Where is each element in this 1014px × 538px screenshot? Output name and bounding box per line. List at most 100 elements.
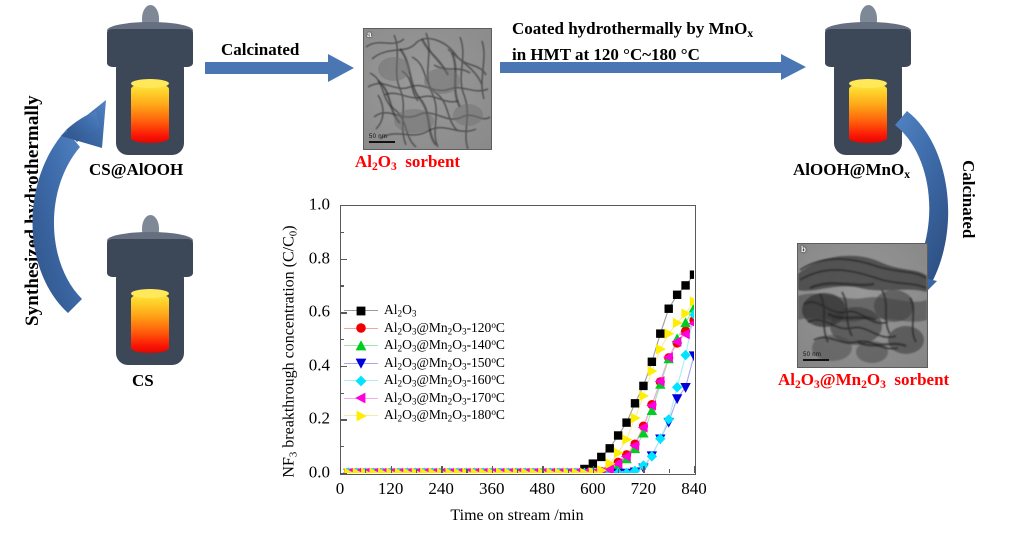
legend-line — [344, 339, 378, 350]
y-tick-label: 0.0 — [308, 462, 330, 482]
vessel-core — [849, 83, 887, 143]
vessel-core — [131, 293, 169, 353]
tem-image-a: a 50 nm — [363, 28, 492, 150]
x-tick — [340, 466, 342, 473]
legend-label: Al2O3 — [384, 302, 417, 320]
y-tick-label: 0.2 — [308, 408, 330, 428]
legend-line — [344, 410, 378, 421]
legend-line — [344, 358, 378, 369]
legend-item[interactable]: Al2O3@Mn2O3-180oC — [344, 407, 505, 425]
x-tick — [491, 466, 494, 473]
y-minor-tick — [340, 231, 344, 233]
legend-marker — [355, 339, 367, 350]
legend-label: Al2O3@Mn2O3-160oC — [384, 372, 505, 390]
vessel-cs-alooh-label: CS@AlOOH — [89, 160, 184, 179]
legend-item[interactable]: Al2O3 — [344, 302, 505, 320]
tem-image-b: b 50 nm — [797, 243, 928, 368]
vessel-cap — [825, 29, 911, 67]
legend-marker — [356, 306, 366, 315]
y-tick-label: 0.8 — [308, 248, 330, 268]
legend-line — [344, 306, 378, 315]
y-minor-tick — [340, 285, 344, 287]
legend-marker — [355, 375, 367, 386]
x-tick-label: 480 — [529, 479, 556, 498]
legend-label: Al2O3@Mn2O3-150oC — [384, 354, 505, 372]
x-tick — [643, 466, 645, 473]
x-tick-label: 0 — [335, 479, 345, 498]
x-minor-tick — [668, 469, 670, 473]
vessel-alooh-mnox — [818, 5, 918, 165]
coated-arrow-label-line2: in HMT at 120 °C~180 °C — [512, 45, 700, 65]
y-minor-tick — [340, 339, 344, 341]
x-minor-tick — [567, 469, 569, 473]
x-minor-tick — [365, 469, 367, 473]
legend-label: Al2O3@Mn2O3-140oC — [384, 337, 505, 355]
x-tick-label: 360 — [478, 479, 505, 498]
legend-marker — [355, 358, 367, 369]
y-minor-tick — [340, 446, 344, 448]
vessel-core-top — [131, 289, 169, 298]
legend-item[interactable]: Al2O3@Mn2O3-170oC — [344, 390, 505, 408]
vessel-core — [131, 83, 169, 143]
legend-item[interactable]: Al2O3@Mn2O3-120oC — [344, 320, 505, 338]
legend-item[interactable]: Al2O3@Mn2O3-140oC — [344, 337, 505, 355]
legend-line — [344, 375, 378, 386]
legend-line — [344, 323, 378, 333]
y-tick — [340, 312, 347, 314]
vessel-cs-alooh — [100, 5, 200, 165]
y-tick-label: 0.6 — [308, 301, 330, 321]
legend-marker — [356, 410, 367, 421]
x-tick-label: 120 — [377, 479, 404, 498]
tem-a-caption: Al2O3 sorbent — [355, 152, 461, 174]
x-tick — [542, 466, 544, 473]
breakthrough-chart: NF3 breakthrough concentration (C/C0) Al… — [272, 192, 712, 538]
y-tick — [340, 419, 347, 421]
x-minor-tick — [415, 469, 418, 473]
y-tick-label: 1.0 — [308, 194, 330, 214]
y-tick — [340, 473, 347, 475]
x-tick-label: 240 — [428, 479, 454, 498]
y-tick-label: 0.4 — [308, 355, 330, 375]
y-tick — [340, 205, 347, 207]
y-tick — [340, 258, 347, 260]
x-tick — [390, 466, 392, 473]
x-tick-label: 720 — [630, 479, 657, 498]
chart-legend: Al2O3 Al2O3@Mn2O3-120oC Al2O3@Mn2O3-140oC A… — [344, 302, 505, 425]
tem-b-caption: Al2O3@Mn2O3 sorbent — [778, 370, 950, 392]
x-tick-label: 600 — [580, 479, 606, 498]
y-axis-title: NF3 breakthrough concentration (C/C0) — [280, 225, 300, 478]
legend-item[interactable]: Al2O3@Mn2O3-160oC — [344, 372, 505, 390]
arrow-head-coated — [781, 54, 806, 80]
y-minor-tick — [340, 392, 344, 394]
vessel-core-top — [131, 79, 169, 88]
tem-b-letter: b — [801, 245, 806, 254]
legend-line — [344, 392, 378, 404]
tem-b-scalebar: 50 nm — [803, 352, 829, 361]
legend-item[interactable]: Al2O3@Mn2O3-150oC — [344, 355, 505, 373]
legend-marker — [356, 323, 366, 333]
x-minor-tick — [618, 469, 620, 473]
vessel-alooh-mnox-label: AlOOH@MnOx — [793, 160, 910, 182]
legend-marker — [355, 392, 366, 404]
legend-label: Al2O3@Mn2O3-170oC — [384, 389, 505, 407]
vessel-cap — [107, 239, 193, 277]
tem-a-scalebar: 50 nm — [369, 134, 395, 143]
vessel-cs-label: CS — [132, 371, 154, 390]
calcinated-arrow-label: Calcinated — [221, 40, 300, 59]
legend-label: Al2O3@Mn2O3-180oC — [384, 407, 505, 425]
arrow-shaft-calcinated — [205, 62, 330, 74]
x-tick — [694, 466, 696, 473]
x-tick — [592, 466, 595, 473]
y-tick — [340, 365, 347, 368]
legend-label: Al2O3@Mn2O3-120oC — [384, 319, 505, 337]
coated-arrow-label: Coated hydrothermally by MnOx in HMT at … — [512, 18, 753, 65]
arrow-shaft-coated — [500, 62, 783, 73]
series-Al2O3@Mn2O3-180C — [344, 296, 694, 473]
x-minor-tick — [466, 469, 468, 473]
plot-frame — [340, 205, 696, 475]
right-process-label: Calcinated — [959, 160, 978, 239]
vessel-cap — [107, 29, 193, 67]
vessel-core-top — [849, 79, 887, 88]
coated-arrow-label-line1: Coated hydrothermally by MnOx — [512, 19, 754, 41]
arrow-head-calcinated — [328, 54, 354, 82]
